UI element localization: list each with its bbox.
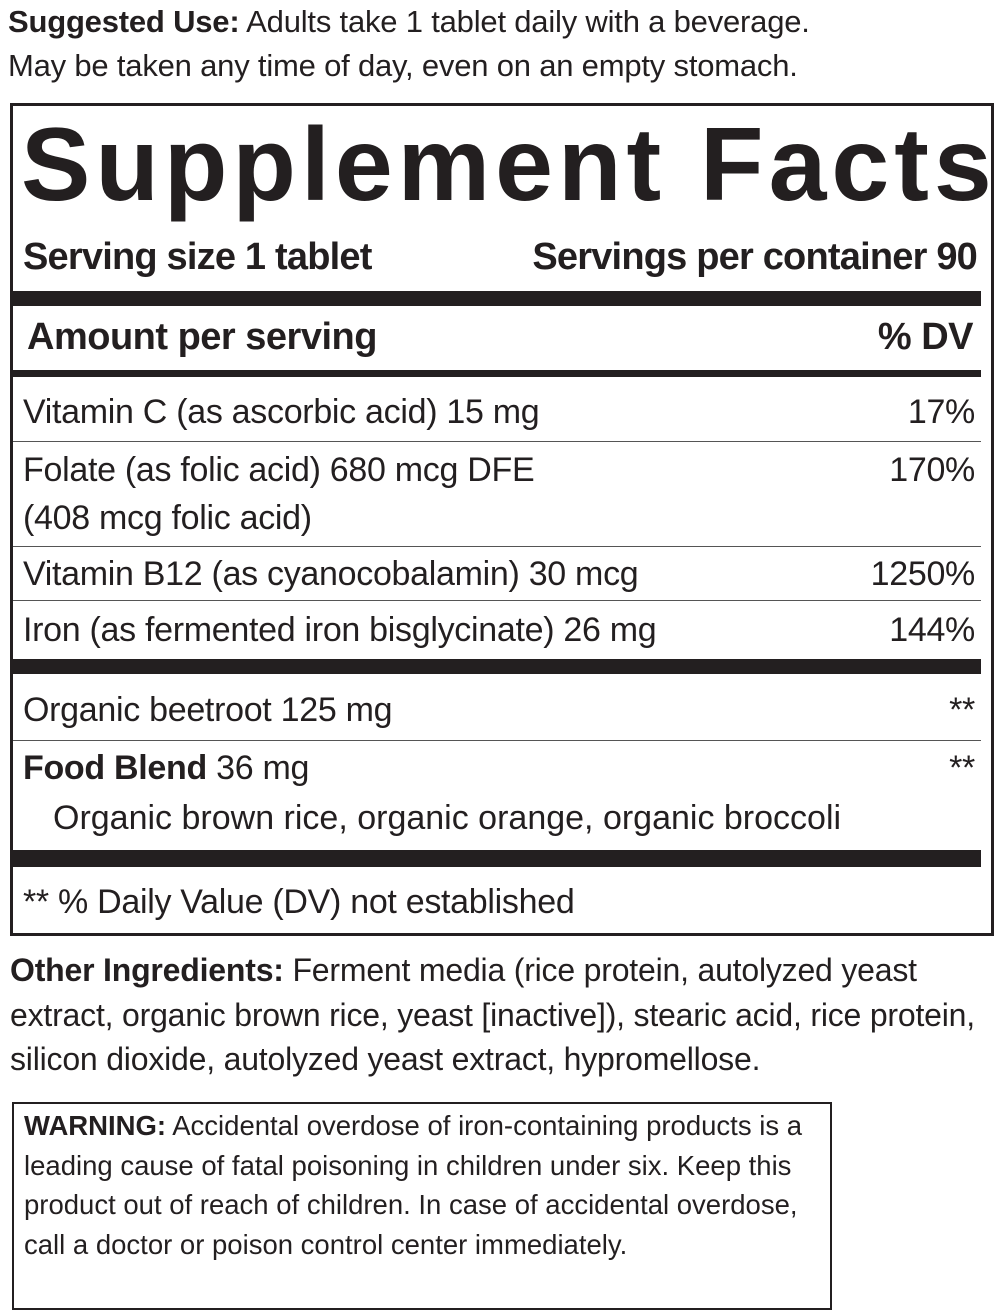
nutrient-name: Iron (as fermented iron bisglycinate) 26… (23, 611, 657, 649)
other-ingredients: Other Ingredients: Ferment media (rice p… (10, 948, 1000, 1082)
nutrient-dv: 170% (889, 451, 975, 489)
nutrient-row: Vitamin C (as ascorbic acid) 15 mg 17% (23, 388, 975, 436)
serving-size: Serving size 1 tablet (23, 236, 372, 278)
row-divider (13, 441, 981, 442)
blend-name: Food Blend (23, 749, 207, 787)
other-ingredients-text: Ferment media (rice protein, autolyzed y… (10, 952, 975, 1077)
nutrient-detail: (408 mcg folic acid) (23, 499, 312, 537)
nutrient-row: Iron (as fermented iron bisglycinate) 26… (23, 606, 975, 654)
nutrient-dv: 144% (889, 611, 975, 649)
panel-title: Supplement Facts (21, 107, 997, 223)
row-divider (13, 546, 981, 547)
nutrient-dv: 1250% (870, 555, 976, 593)
servings-per-container: Servings per container 90 (532, 236, 977, 278)
nutrient-name: Vitamin B12 (as cyanocobalamin) 30 mcg (23, 555, 639, 593)
footnote: ** % Daily Value (DV) not established (23, 878, 975, 926)
supplement-facts-panel: Supplement Facts Serving size 1 tablet S… (10, 103, 994, 936)
suggested-use-line2: May be taken any time of day, even on an… (8, 48, 798, 83)
other-ingredients-label: Other Ingredients: (10, 952, 284, 988)
thick-divider (13, 659, 981, 674)
medium-divider (13, 370, 981, 377)
row-divider (13, 740, 981, 741)
nutrient-row: Organic beetroot 125 mg ** (23, 686, 975, 734)
thick-divider (13, 291, 981, 306)
warning-label: WARNING: (24, 1110, 167, 1141)
footnote-text: ** % Daily Value (DV) not established (23, 883, 575, 921)
nutrient-dv: ** (949, 749, 975, 787)
suggested-use-text: Adults take 1 tablet daily with a bevera… (239, 4, 810, 39)
warning-box: WARNING: Accidental overdose of iron-con… (12, 1102, 832, 1310)
blend-amount: 36 mg (206, 749, 310, 787)
dv-header: % DV (877, 316, 974, 358)
thick-divider (13, 850, 981, 867)
suggested-use-label: Suggested Use: (8, 4, 240, 39)
suggested-use: Suggested Use: Adults take 1 tablet dail… (8, 0, 810, 88)
nutrient-dv: ** (949, 691, 975, 729)
nutrient-name: Organic beetroot 125 mg (23, 691, 393, 729)
serving-info: Serving size 1 tablet Servings per conta… (23, 236, 978, 279)
row-divider (13, 600, 981, 601)
blend-ingredients: Organic brown rice, organic orange, orga… (53, 799, 842, 837)
nutrient-row: Folate (as folic acid) 680 mcg DFE (408 m… (23, 446, 975, 542)
nutrient-row: Vitamin B12 (as cyanocobalamin) 30 mcg 12… (23, 550, 975, 598)
nutrient-name: Vitamin C (as ascorbic acid) 15 mg (23, 393, 540, 431)
warning-text: Accidental overdose of iron-containing p… (24, 1110, 803, 1260)
amount-header: Amount per serving % DV (27, 316, 974, 359)
nutrient-name: Folate (as folic acid) 680 mcg DFE (23, 451, 535, 489)
nutrient-row: Food Blend 36 mg ** (23, 744, 975, 792)
amount-per-serving: Amount per serving (27, 316, 377, 358)
nutrient-dv: 17% (907, 393, 975, 431)
